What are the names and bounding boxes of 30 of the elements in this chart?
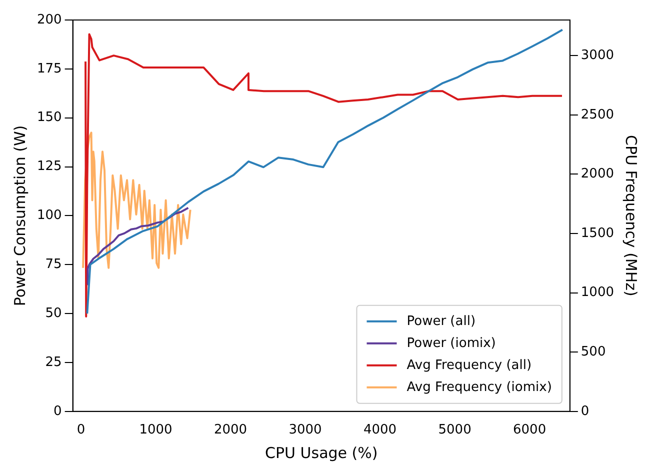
y2-axis-title: CPU Frequency (MHz) bbox=[622, 135, 640, 296]
y2-tick-label: 2000 bbox=[580, 166, 614, 182]
x-axis-title: CPU Usage (%) bbox=[264, 444, 378, 462]
y2-tick-label: 0 bbox=[580, 404, 590, 419]
legend-label: Power (all) bbox=[406, 314, 476, 329]
legend-label: Power (iomix) bbox=[406, 336, 496, 351]
x-tick-label: 2000 bbox=[214, 422, 248, 438]
x-tick-label: 0 bbox=[76, 422, 86, 438]
y-tick-label: 200 bbox=[36, 12, 62, 28]
y-tick-label: 50 bbox=[45, 306, 62, 321]
y-tick-label: 25 bbox=[45, 354, 62, 370]
y-tick-label: 75 bbox=[45, 257, 62, 272]
y2-tick-label: 1500 bbox=[580, 226, 614, 241]
y-tick-label: 125 bbox=[36, 159, 62, 174]
legend-label: Avg Frequency (iomix) bbox=[406, 380, 552, 395]
legend-label: Avg Frequency (all) bbox=[406, 358, 532, 373]
x-tick-label: 6000 bbox=[513, 422, 546, 438]
y-tick-label: 100 bbox=[36, 208, 62, 224]
y-tick-label: 150 bbox=[36, 110, 62, 126]
y-tick-label: 175 bbox=[36, 61, 62, 76]
x-tick-label: 3000 bbox=[288, 422, 322, 438]
x-tick-label: 4000 bbox=[364, 422, 397, 438]
y2-tick-label: 2500 bbox=[580, 107, 614, 122]
y-axis-title: Power Consumption (W) bbox=[10, 125, 29, 306]
y2-tick-label: 500 bbox=[580, 344, 606, 360]
x-tick-label: 1000 bbox=[139, 422, 172, 438]
x-tick-label: 5000 bbox=[438, 422, 472, 438]
y-tick-label: 0 bbox=[54, 404, 62, 419]
y2-tick-label: 3000 bbox=[580, 48, 614, 63]
y2-tick-label: 1000 bbox=[580, 285, 614, 300]
